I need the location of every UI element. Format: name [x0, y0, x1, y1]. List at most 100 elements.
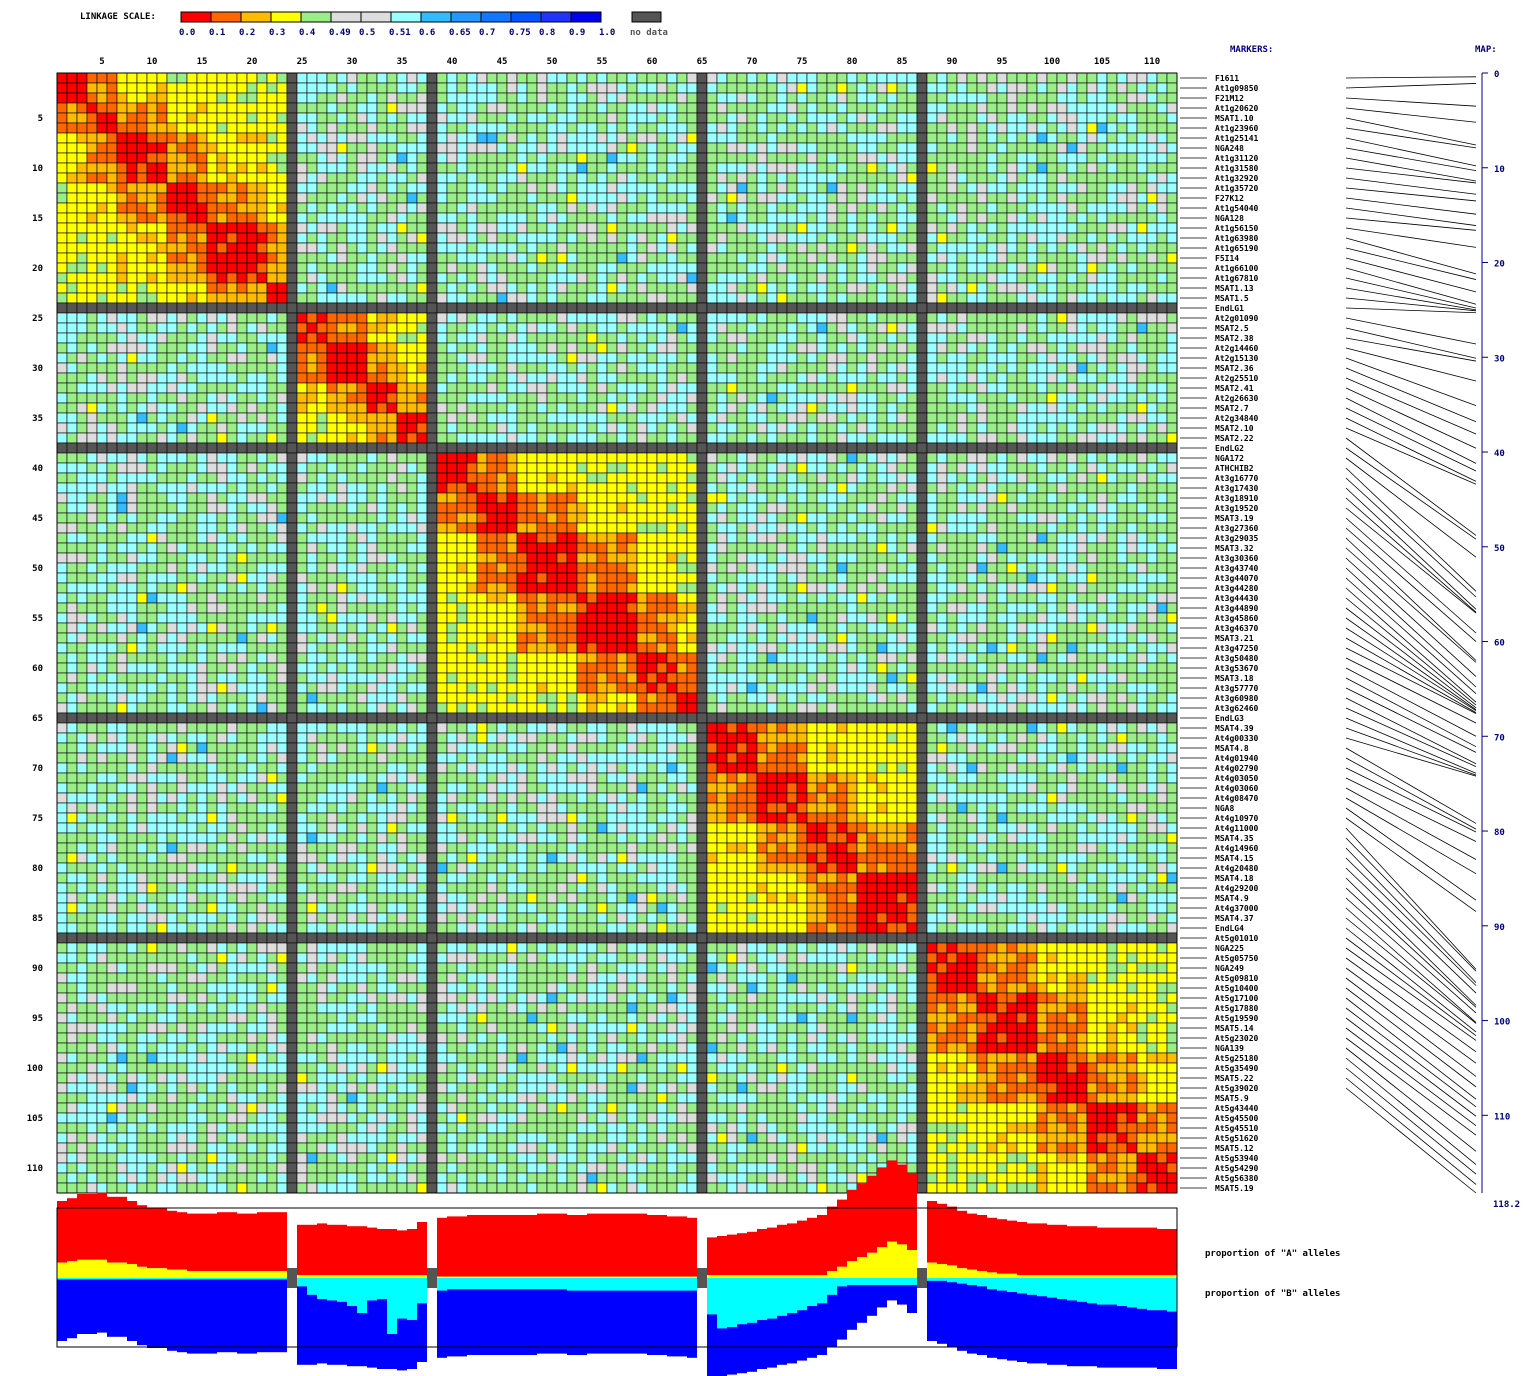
- heatmap-cell: [896, 212, 908, 224]
- heatmap-cell: [936, 432, 948, 444]
- heatmap-cell: [816, 362, 828, 374]
- heatmap-cell: [816, 112, 828, 124]
- heatmap-cell: [746, 252, 758, 264]
- heatmap-cell: [166, 102, 178, 114]
- heatmap-cell: [246, 182, 258, 194]
- heatmap-cell: [1006, 272, 1018, 284]
- heatmap-cell: [506, 92, 518, 104]
- heatmap-cell: [1026, 502, 1038, 514]
- heatmap-cell: [116, 122, 128, 134]
- heatmap-cell: [866, 202, 878, 214]
- heatmap-cell: [576, 262, 588, 274]
- heatmap-cell: [216, 302, 228, 314]
- heatmap-cell: [606, 282, 618, 294]
- heatmap-cell: [746, 112, 758, 124]
- heatmap-cell: [796, 82, 808, 94]
- heatmap-cell: [866, 232, 878, 244]
- heatmap-cell: [626, 412, 638, 424]
- heatmap-cell: [1156, 152, 1168, 164]
- heatmap-cell: [556, 182, 568, 194]
- heatmap-cell: [966, 332, 978, 344]
- heatmap-cell: [396, 472, 408, 484]
- heatmap-cell: [796, 162, 808, 174]
- heatmap-cell: [726, 382, 738, 394]
- heatmap-cell: [186, 92, 198, 104]
- heatmap-cell: [1016, 292, 1028, 304]
- heatmap-cell: [186, 162, 198, 174]
- heatmap-cell: [1046, 342, 1058, 354]
- heatmap-cell: [256, 322, 268, 334]
- heatmap-cell: [1046, 232, 1058, 244]
- heatmap-cell: [646, 322, 658, 334]
- heatmap-cell: [806, 222, 818, 234]
- heatmap-cell: [466, 222, 478, 234]
- heatmap-cell: [486, 312, 498, 324]
- heatmap-cell: [736, 152, 748, 164]
- heatmap-cell: [356, 382, 368, 394]
- heatmap-cell: [1006, 382, 1018, 394]
- heatmap-cell: [146, 102, 158, 114]
- heatmap-cell: [116, 432, 128, 444]
- heatmap-cell: [1146, 432, 1158, 444]
- heatmap-cell: [96, 112, 108, 124]
- heatmap-cell: [356, 502, 368, 514]
- heatmap-cell: [106, 322, 118, 334]
- heatmap-cell: [756, 452, 768, 464]
- heatmap-cell: [996, 222, 1008, 234]
- heatmap-cell: [306, 442, 318, 454]
- heatmap-cell: [516, 122, 528, 134]
- heatmap-cell: [1106, 302, 1118, 314]
- heatmap-cell: [616, 452, 628, 464]
- heatmap-cell: [1136, 82, 1148, 94]
- heatmap-cell: [466, 372, 478, 384]
- heatmap-cell: [286, 232, 298, 244]
- heatmap-cell: [696, 432, 708, 444]
- heatmap-cell: [306, 132, 318, 144]
- heatmap-cell: [336, 122, 348, 134]
- heatmap-cell: [1006, 372, 1018, 384]
- heatmap-cell: [446, 222, 458, 234]
- heatmap-cell: [486, 142, 498, 154]
- heatmap-cell: [306, 242, 318, 254]
- heatmap-cell: [1146, 292, 1158, 304]
- heatmap-cell: [236, 332, 248, 344]
- heatmap-cell: [696, 282, 708, 294]
- heatmap-cell: [896, 302, 908, 314]
- heatmap-cell: [186, 352, 198, 364]
- heatmap-cell: [1006, 102, 1018, 114]
- heatmap-cell: [726, 132, 738, 144]
- heatmap-cell: [626, 382, 638, 394]
- heatmap-cell: [346, 252, 358, 264]
- heatmap-cell: [646, 162, 658, 174]
- heatmap-cell: [666, 72, 678, 84]
- heatmap-cell: [1166, 182, 1178, 194]
- heatmap-cell: [646, 232, 658, 244]
- heatmap-cell: [1146, 472, 1158, 484]
- heatmap-cell: [1006, 202, 1018, 214]
- heatmap-cell: [896, 272, 908, 284]
- heatmap-cell: [856, 362, 868, 374]
- heatmap-cell: [256, 292, 268, 304]
- heatmap-cell: [156, 372, 168, 384]
- heatmap-cell: [696, 312, 708, 324]
- heatmap-cell: [206, 412, 218, 424]
- heatmap-cell: [196, 292, 208, 304]
- y-tick-label: 15: [32, 214, 43, 224]
- heatmap-cell: [686, 142, 698, 154]
- heatmap-cell: [856, 242, 868, 254]
- heatmap-cell: [986, 282, 998, 294]
- heatmap-cell: [76, 472, 88, 484]
- heatmap-cell: [1146, 152, 1158, 164]
- heatmap-cell: [846, 352, 858, 364]
- heatmap-cell: [176, 102, 188, 114]
- heatmap-cell: [166, 72, 178, 84]
- heatmap-cell: [946, 312, 958, 324]
- heatmap-cell: [1136, 212, 1148, 224]
- heatmap-cell: [336, 212, 348, 224]
- heatmap-cell: [556, 112, 568, 124]
- heatmap-cell: [66, 472, 78, 484]
- heatmap-cell: [686, 92, 698, 104]
- heatmap-cell: [176, 332, 188, 344]
- heatmap-cell: [876, 262, 888, 274]
- heatmap-cell: [396, 302, 408, 314]
